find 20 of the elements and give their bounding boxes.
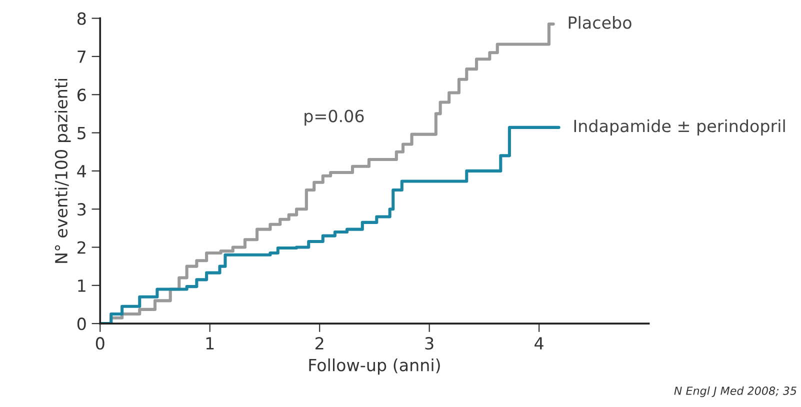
x-tick-label: 3 [425, 337, 434, 350]
y-tick-label: 3 [78, 203, 86, 216]
text: N Engl J Med 2008; 35 [674, 386, 796, 398]
x-tick-label: 4 [534, 337, 544, 350]
x-axis-title: Follow-up (anni) [309, 358, 440, 375]
y-axis-title: N° eventi/100 pazienti [54, 78, 71, 263]
y-tick-label: 8 [77, 12, 86, 25]
y-tick-label: 4 [77, 165, 86, 178]
y-tick-label: 7 [78, 50, 86, 63]
y-tick-label: 1 [78, 280, 86, 292]
x-tick-label: 1 [206, 337, 214, 350]
y-tick-label: 0 [77, 318, 86, 330]
annotation: p=0.06 [304, 110, 364, 126]
y-tick-label: 6 [77, 88, 86, 102]
y-tick-label: 2 [78, 241, 86, 254]
x-tick-label: 0 [96, 337, 104, 350]
series-label: Indapamide ± perindopril [574, 119, 785, 136]
x-tick-label: 2 [316, 337, 324, 350]
y-tick-label: 5 [78, 126, 86, 140]
series-label: Placebo [568, 16, 632, 29]
